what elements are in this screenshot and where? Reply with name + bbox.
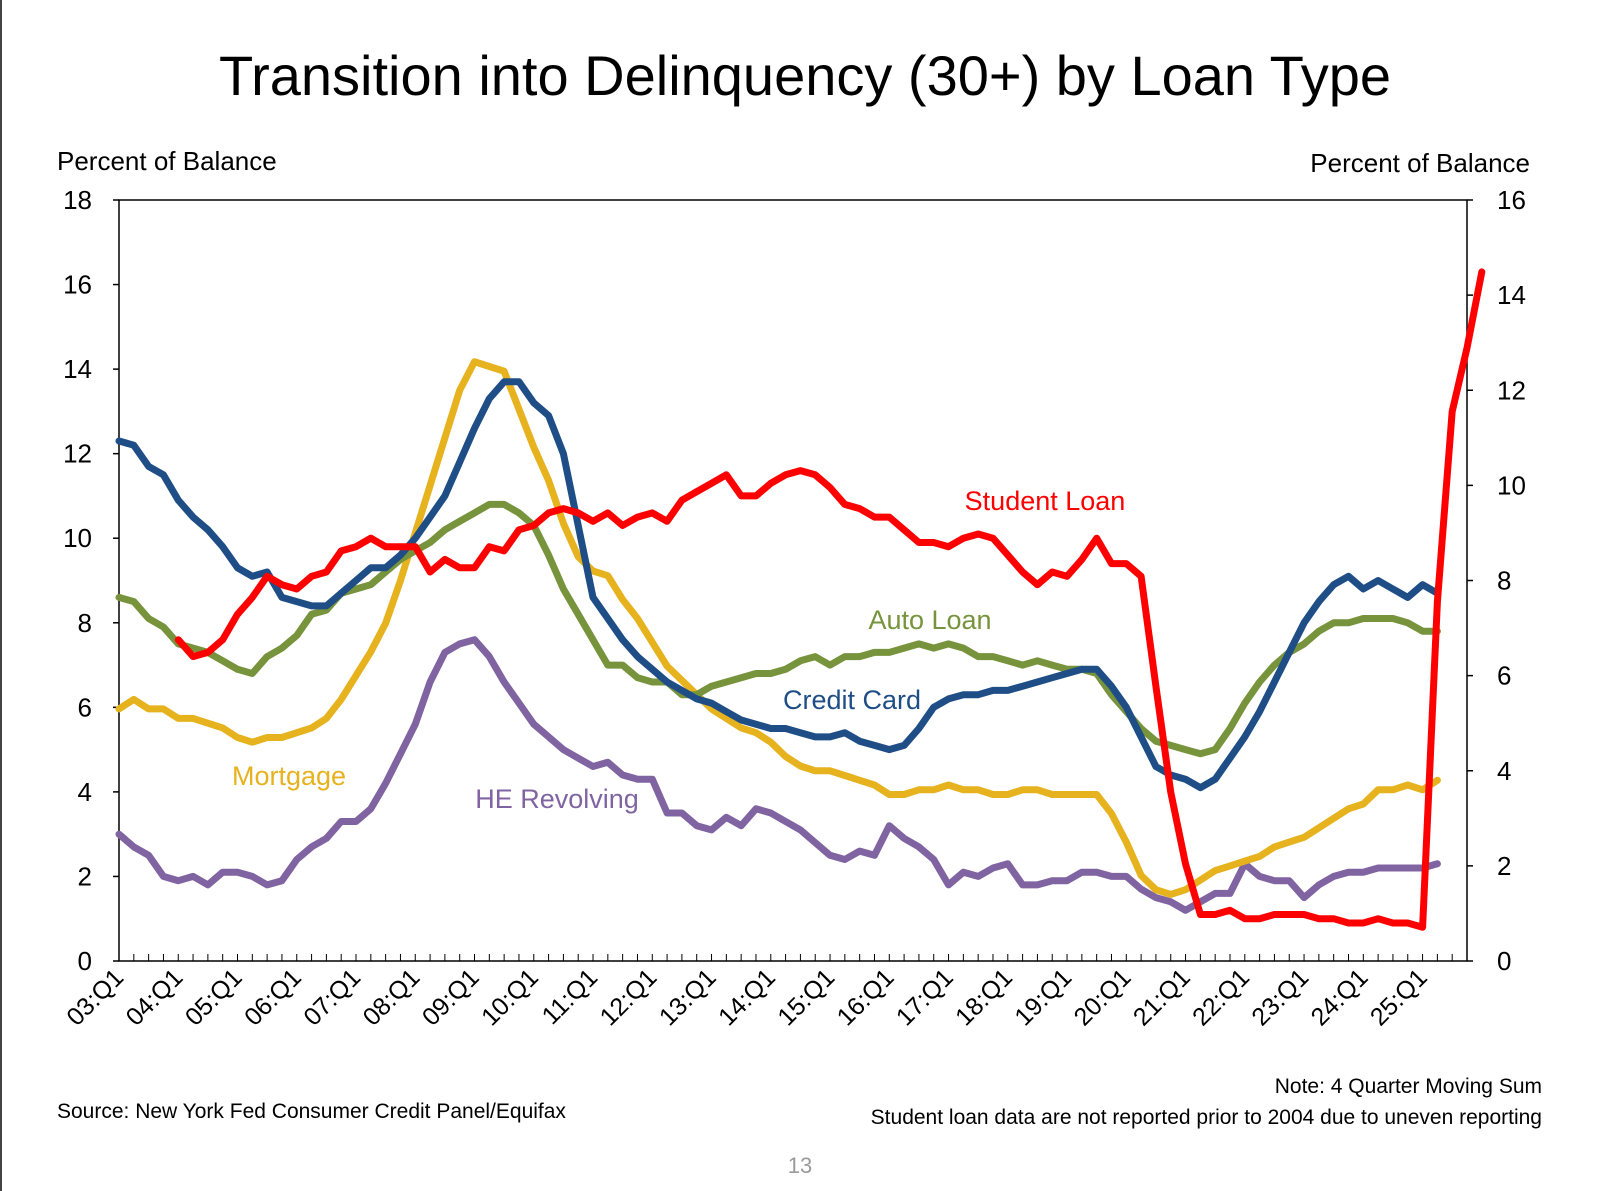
x-tick-label: 23:Q1 [1246, 963, 1314, 1031]
student-loan-note: Student loan data are not reported prior… [871, 1106, 1542, 1129]
right-y-tick-label: 6 [1497, 661, 1511, 691]
left-y-tick-label: 6 [78, 692, 92, 722]
x-tick-label: 13:Q1 [654, 963, 722, 1031]
moving-sum-note: Note: 4 Quarter Moving Sum [1275, 1075, 1542, 1098]
x-tick-label: 07:Q1 [298, 963, 366, 1031]
series-layer [115, 268, 1486, 931]
x-tick-label: 21:Q1 [1128, 963, 1196, 1031]
x-tick-label: 14:Q1 [713, 963, 781, 1031]
right-y-tick-label: 2 [1497, 851, 1511, 881]
right-y-tick-label: 12 [1497, 375, 1526, 405]
series-line-auto-loan [115, 500, 1441, 758]
right-y-tick-label: 10 [1497, 470, 1526, 500]
x-tick-label: 11:Q1 [537, 963, 604, 1030]
x-tick-label: 19:Q1 [1009, 963, 1077, 1031]
label-mortgage: Mortgage [232, 761, 346, 791]
x-tick-label: 22:Q1 [1187, 963, 1255, 1031]
slide-left-border [0, 0, 2, 1191]
right-y-tick-label: 0 [1497, 946, 1511, 976]
x-tick-label: 24:Q1 [1306, 963, 1374, 1031]
x-tick-label: 06:Q1 [239, 963, 307, 1031]
left-y-tick-label: 0 [78, 946, 92, 976]
label-student-loan: Student Loan [965, 486, 1126, 516]
right-y-tick-label: 8 [1497, 566, 1511, 596]
label-auto-loan: Auto Loan [868, 605, 991, 635]
x-tick-label: 15:Q1 [772, 963, 840, 1031]
x-tick-label: 16:Q1 [832, 963, 900, 1031]
right-y-tick-label: 16 [1497, 185, 1526, 215]
x-tick-label: 17:Q1 [891, 963, 959, 1031]
x-tick-label: 10:Q1 [476, 963, 544, 1031]
right-y-tick-label: 4 [1497, 756, 1511, 786]
x-tick-label: 04:Q1 [121, 963, 189, 1031]
x-tick-label: 05:Q1 [180, 963, 248, 1031]
left-y-tick-label: 10 [63, 523, 92, 553]
left-y-tick-label: 2 [78, 861, 92, 891]
plot-area [118, 199, 1468, 962]
left-y-tick-label: 12 [63, 439, 92, 469]
source-note: Source: New York Fed Consumer Credit Pan… [57, 1100, 566, 1123]
x-axis: 03:Q104:Q105:Q106:Q107:Q108:Q109:Q110:Q1… [61, 954, 1468, 1031]
left-y-tick-label: 14 [63, 354, 92, 384]
label-credit-card: Credit Card [783, 685, 921, 715]
series-line-credit-card [115, 378, 1441, 792]
left-y-tick-label: 8 [78, 608, 92, 638]
left-y-tick-label: 18 [63, 185, 92, 215]
chart-title: Transition into Delinquency (30+) by Loa… [219, 44, 1391, 107]
series-line-student-loan [174, 268, 1486, 931]
x-tick-label: 18:Q1 [950, 963, 1018, 1031]
page-number: 13 [788, 1153, 812, 1178]
x-tick-label: 12:Q1 [595, 963, 663, 1031]
right-y-tick-label: 14 [1497, 280, 1526, 310]
right-axis-label: Percent of Balance [1310, 148, 1530, 178]
x-tick-label: 25:Q1 [1365, 963, 1433, 1031]
x-tick-label: 08:Q1 [358, 963, 426, 1031]
series-line-mortgage [115, 358, 1441, 898]
left-y-tick-label: 4 [78, 777, 92, 807]
left-y-axis: 0 2 4 6 8 10 12 14 16 18 [63, 185, 119, 976]
x-tick-label: 03:Q1 [61, 963, 129, 1031]
label-he-revolving: HE Revolving [475, 784, 639, 814]
right-y-axis: 0 2 4 6 8 10 12 14 16 [1467, 185, 1526, 976]
left-axis-label: Percent of Balance [57, 146, 277, 176]
x-tick-label: 09:Q1 [417, 963, 485, 1031]
left-y-tick-label: 16 [63, 270, 92, 300]
x-tick-label: 20:Q1 [1069, 963, 1137, 1031]
series-line-he-revolving [115, 636, 1441, 914]
